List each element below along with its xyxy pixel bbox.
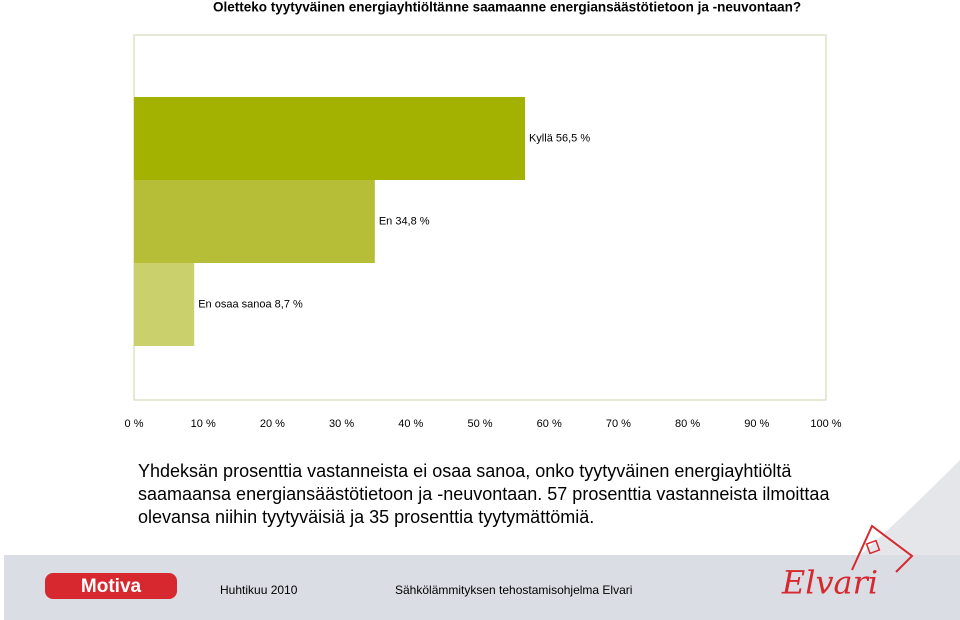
x-tick-label: 100 % — [810, 418, 841, 430]
logo-house — [851, 524, 914, 573]
summary-line: saamaansa energiansäästötietoon ja -neuv… — [138, 484, 830, 504]
x-tick-label: 70 % — [606, 418, 631, 430]
bar — [134, 180, 375, 263]
value-label: En 34,8 % — [379, 215, 430, 227]
summary: Yhdeksän prosenttia vastanneista ei osaa… — [138, 461, 830, 527]
x-tick-label: 60 % — [537, 418, 562, 430]
x-tick-label: 80 % — [675, 418, 700, 430]
x-tick-label: 0 % — [125, 418, 144, 430]
x-tick-label: 90 % — [744, 418, 769, 430]
logo-left: Motiva — [81, 576, 142, 597]
logo-left-badge — [45, 573, 177, 599]
summary-line: olevansa niihin tyytyväisiä ja 35 prosen… — [138, 507, 594, 527]
logo-right: Elvari — [781, 564, 878, 602]
footer-date: Huhtikuu 2010 — [220, 583, 298, 597]
value-label: En osaa sanoa 8,7 % — [198, 298, 303, 310]
x-tick-label: 20 % — [260, 418, 285, 430]
value-label: Kyllä 56,5 % — [529, 132, 590, 144]
x-tick-label: 40 % — [398, 418, 423, 430]
bar — [134, 97, 525, 180]
logo-window — [865, 539, 881, 555]
footer-program: Sähkölämmityksen tehostamisohjelma Elvar… — [395, 583, 632, 597]
x-tick-label: 50 % — [467, 418, 492, 430]
bar — [134, 263, 195, 346]
decor-swoosh — [860, 460, 960, 555]
x-tick-label: 10 % — [191, 418, 216, 430]
summary-line: Yhdeksän prosenttia vastanneista ei osaa… — [138, 461, 792, 481]
chart-title: Oletteko tyytyväinen energiayhtiöltänne … — [213, 0, 801, 15]
x-tick-label: 30 % — [329, 418, 354, 430]
